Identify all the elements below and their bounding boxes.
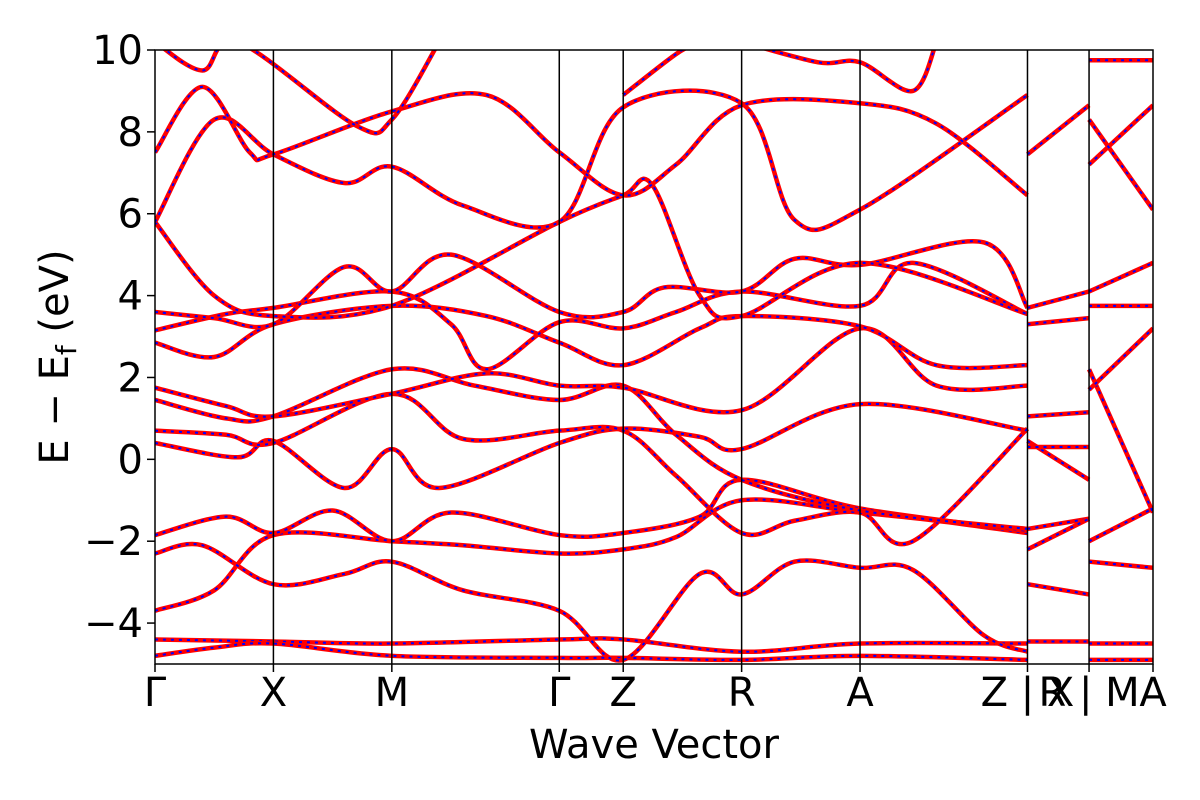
y-axis-label-sub: f bbox=[50, 344, 83, 355]
band-line-14 bbox=[155, 84, 1029, 198]
band-line-1 bbox=[155, 640, 1028, 663]
band-line-overlay-36 bbox=[1088, 104, 1153, 166]
band-lines bbox=[155, 50, 1153, 663]
band-line-overlay-21 bbox=[1027, 517, 1090, 551]
kpoint-lines bbox=[272, 50, 1090, 664]
band-line-overlay-5 bbox=[155, 402, 1028, 489]
y-axis-label-main: E − E bbox=[32, 355, 78, 465]
band-line-12 bbox=[155, 176, 1029, 321]
y-tick-label: 8 bbox=[118, 110, 143, 156]
y-axis: −4 −2 0 2 4 6 8 10 bbox=[84, 28, 155, 647]
x-tick-label: X bbox=[260, 670, 287, 716]
band-line-overlay-30 bbox=[1088, 560, 1153, 569]
band-line-17 bbox=[761, 50, 937, 94]
x-tick-label: A bbox=[1139, 670, 1167, 716]
band-line-overlay-1 bbox=[155, 642, 1028, 661]
x-axis-label: Wave Vector bbox=[529, 722, 780, 768]
y-axis-label: E − Ef (eV) bbox=[32, 249, 83, 464]
band-line-overlay-33 bbox=[1088, 327, 1153, 391]
x-tick-label: Z | X bbox=[981, 670, 1075, 716]
band-line-32 bbox=[1087, 368, 1153, 514]
band-line-overlay-25 bbox=[1027, 317, 1090, 326]
band-line-overlay-37 bbox=[1088, 119, 1153, 211]
y-tick-label: −4 bbox=[84, 601, 143, 647]
band-line-33 bbox=[1087, 326, 1153, 392]
band-line-overlay-32 bbox=[1088, 368, 1153, 513]
y-tick-label: 10 bbox=[92, 28, 143, 74]
band-line-31 bbox=[1088, 506, 1153, 544]
y-tick-label: 0 bbox=[118, 437, 143, 483]
band-line-overlay-24 bbox=[1027, 411, 1090, 418]
band-line-overlay-35 bbox=[1088, 261, 1153, 293]
plot-frame bbox=[154, 49, 1154, 665]
band-line-overlay-12 bbox=[155, 177, 1028, 320]
y-tick-label: −2 bbox=[84, 519, 143, 565]
band-line-overlay-16 bbox=[622, 50, 685, 96]
y-tick-label: 4 bbox=[118, 274, 143, 320]
band-line-overlay-26 bbox=[1027, 290, 1090, 309]
band-line-overlay-19 bbox=[1027, 583, 1090, 596]
x-tick-label: Γ bbox=[548, 670, 571, 716]
x-tick-label: Z bbox=[610, 670, 637, 716]
x-tick-label: Γ bbox=[144, 670, 167, 716]
x-tick-label: M bbox=[375, 670, 410, 716]
band-line-overlay-10 bbox=[155, 261, 1028, 371]
band-line-overlay-11 bbox=[155, 240, 1029, 329]
band-line-overlay-15 bbox=[164, 50, 436, 135]
x-tick-label: R bbox=[728, 670, 756, 716]
y-axis-label-unit: (eV) bbox=[32, 249, 78, 345]
y-tick-label: 6 bbox=[118, 192, 143, 238]
band-line-overlay-17 bbox=[766, 50, 935, 93]
band-line-overlay-20 bbox=[1027, 517, 1090, 530]
band-line-overlay-4 bbox=[155, 478, 1028, 543]
x-tick-label: A bbox=[846, 670, 874, 716]
y-tick-label: 2 bbox=[118, 355, 143, 401]
band-line-11 bbox=[155, 239, 1030, 330]
x-tick-label: R | M bbox=[1038, 670, 1139, 716]
band-line-overlay-27 bbox=[1026, 104, 1090, 156]
band-line-4 bbox=[155, 477, 1028, 544]
